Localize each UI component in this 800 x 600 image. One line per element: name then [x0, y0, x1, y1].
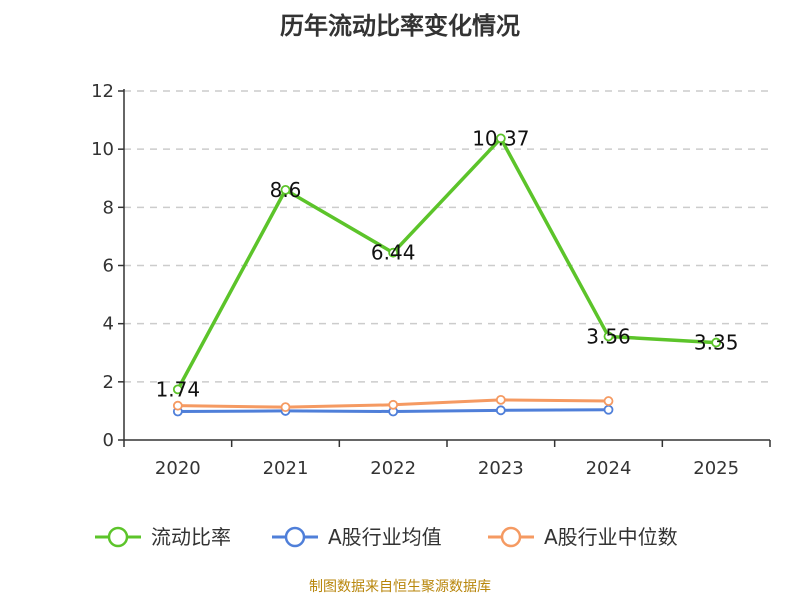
legend: 流动比率 A股行业均值 A股行业中位数: [95, 525, 678, 549]
data-label: 3.56: [586, 324, 631, 348]
series-group: [172, 133, 722, 417]
series-point-2: [388, 399, 399, 410]
series-point-0: [711, 337, 722, 348]
legend-label: A股行业均值: [328, 525, 442, 549]
x-tick-label: 2021: [263, 458, 309, 479]
grid-lines: [124, 90, 770, 383]
y-tick-label: 0: [103, 430, 114, 451]
data-label: 3.35: [694, 331, 739, 355]
legend-marker-1: [284, 526, 306, 548]
data-label: 1.74: [156, 377, 201, 401]
series-point-2: [603, 396, 614, 406]
series-point-2: [280, 402, 291, 413]
chart-title: 历年流动比率变化情况: [280, 12, 520, 40]
legend-marker-0: [107, 526, 129, 548]
data-source-note: 制图数据来自恒生聚源数据库: [309, 579, 491, 595]
y-tick-label: 10: [91, 139, 114, 160]
data-label: 6.44: [371, 241, 416, 265]
series-point-1: [495, 405, 506, 416]
x-tick-label: 2025: [693, 458, 739, 479]
legend-label: 流动比率: [151, 525, 231, 549]
series-point-1: [603, 404, 614, 415]
series-point-2: [495, 394, 506, 405]
series-point-0: [280, 184, 291, 195]
series-point-0: [603, 331, 614, 342]
data-label: 8.6: [270, 178, 302, 202]
x-tick-label: 2020: [155, 458, 201, 479]
series-point-2: [172, 400, 183, 411]
series-point-0: [172, 384, 183, 395]
axes: 0 2 4 6 8 10 12 2020 2021 2022 2023 2024 2025: [91, 81, 771, 479]
x-tick-label: 2024: [586, 458, 632, 479]
y-tick-label: 4: [103, 314, 114, 335]
series-point-0: [495, 133, 506, 144]
y-tick-label: 2: [103, 372, 114, 393]
y-tick-label: 12: [91, 81, 114, 102]
y-tick-label: 6: [103, 256, 114, 277]
legend-label: A股行业中位数: [544, 525, 678, 549]
series-point-0: [388, 247, 399, 258]
legend-marker-2: [500, 526, 522, 548]
data-labels: 1.74 8.6 6.44 10.37 3.56 3.35: [156, 126, 739, 401]
x-tick-label: 2022: [370, 458, 416, 479]
series-line-0: [176, 136, 717, 391]
data-label: 10.37: [472, 126, 529, 150]
y-tick-label: 8: [103, 197, 114, 218]
x-tick-label: 2023: [478, 458, 524, 479]
